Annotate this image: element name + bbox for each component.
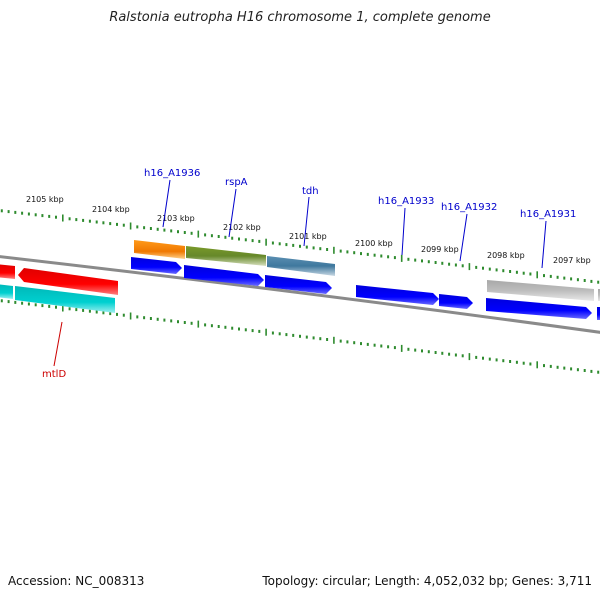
leader-lines bbox=[53, 179, 547, 367]
gene-label[interactable]: h16_A1932 bbox=[441, 202, 497, 213]
cds-arrow[interactable] bbox=[356, 285, 439, 305]
feature-bars bbox=[134, 240, 600, 301]
cds-arrows bbox=[131, 257, 600, 320]
cds-arrow[interactable] bbox=[439, 294, 473, 309]
leader-line-mtld bbox=[53, 321, 63, 367]
leader-line bbox=[162, 179, 171, 228]
leader-line bbox=[228, 188, 237, 238]
red-arrow[interactable] bbox=[0, 264, 15, 279]
accession-text: Accession: NC_008313 bbox=[8, 574, 145, 588]
kbp-label: 2098 kbp bbox=[487, 251, 525, 260]
feature-gray[interactable] bbox=[487, 280, 594, 301]
gene-label[interactable]: tdh bbox=[302, 186, 319, 197]
summary-text: Topology: circular; Length: 4,052,032 bp… bbox=[262, 574, 592, 588]
leader-line bbox=[459, 213, 468, 262]
gene-label[interactable]: h16_A1936 bbox=[144, 168, 200, 179]
feature-orange[interactable] bbox=[134, 240, 185, 259]
cds-arrow[interactable] bbox=[265, 275, 332, 294]
kbp-label: 2099 kbp bbox=[421, 245, 459, 254]
cds-arrow-edge[interactable] bbox=[597, 307, 600, 320]
kbp-labels: 2105 kbp 2104 kbp 2103 kbp 2102 kbp 2101… bbox=[26, 195, 591, 265]
feature-steel[interactable] bbox=[267, 256, 335, 276]
kbp-label: 2104 kbp bbox=[92, 205, 130, 214]
kbp-label: 2105 kbp bbox=[26, 195, 64, 204]
backbone bbox=[0, 255, 600, 334]
kbp-label: 2103 kbp bbox=[157, 214, 195, 223]
feature-green[interactable] bbox=[186, 246, 266, 266]
gene-label[interactable]: h16_A1931 bbox=[520, 209, 576, 220]
gene-labels: h16_A1936 rspA tdh h16_A1933 h16_A1932 h… bbox=[42, 168, 576, 380]
cds-arrow[interactable] bbox=[184, 265, 264, 286]
kbp-label: 2101 kbp bbox=[289, 232, 327, 241]
kbp-label: 2102 kbp bbox=[223, 223, 261, 232]
left-features bbox=[0, 264, 118, 313]
kbp-label: 2097 kbp bbox=[553, 256, 591, 265]
cyan-bar[interactable] bbox=[0, 284, 13, 299]
gene-label[interactable]: h16_A1933 bbox=[378, 196, 434, 207]
leader-line bbox=[401, 207, 406, 256]
map-title: Ralstonia eutropha H16 chromosome 1, com… bbox=[109, 10, 491, 25]
leader-line bbox=[303, 196, 310, 247]
gene-label[interactable]: rspA bbox=[225, 177, 248, 188]
tick-row-upper bbox=[0, 209, 600, 284]
cyan-bar[interactable] bbox=[15, 286, 115, 313]
red-arrow[interactable] bbox=[18, 268, 118, 295]
tick-row-lower bbox=[0, 299, 600, 374]
kbp-label: 2100 kbp bbox=[355, 239, 393, 248]
gene-label-mtld[interactable]: mtlD bbox=[42, 369, 66, 380]
cds-arrow[interactable] bbox=[131, 257, 182, 274]
cds-arrow[interactable] bbox=[486, 298, 592, 319]
leader-line bbox=[541, 220, 547, 269]
